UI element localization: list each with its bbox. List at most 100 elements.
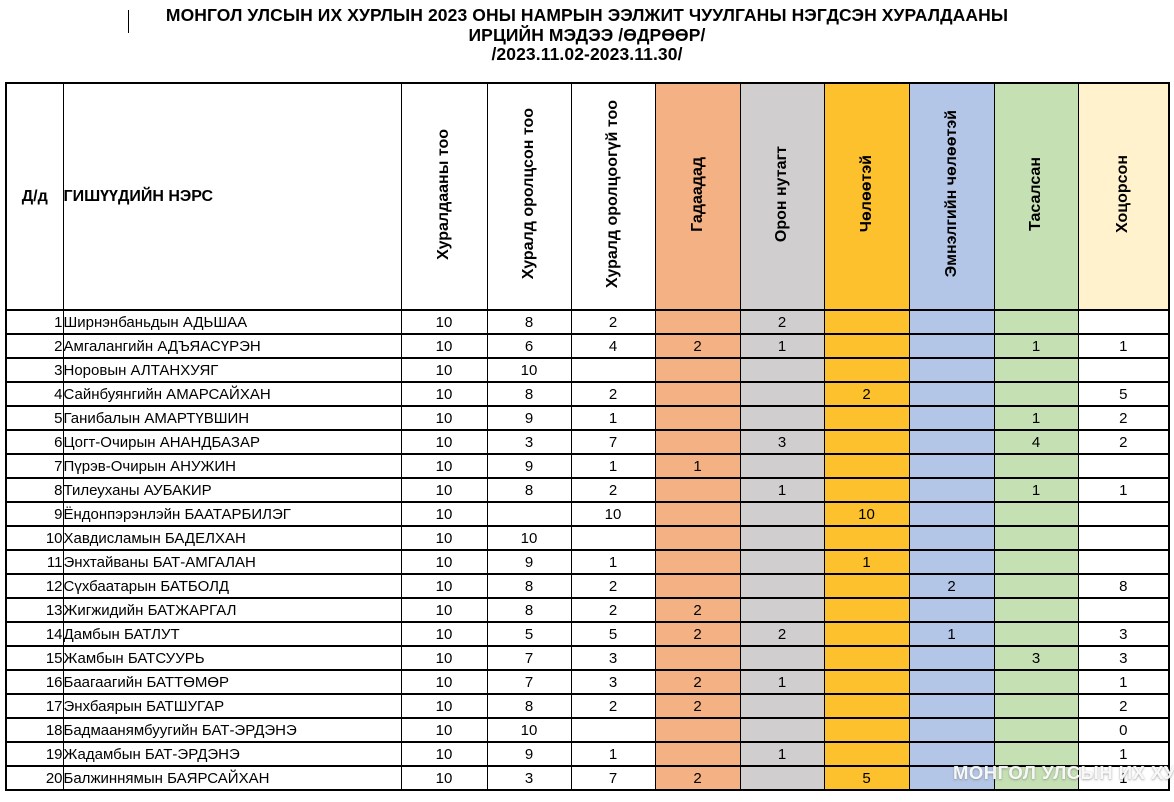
- cell-on-leave[interactable]: [823, 309, 910, 335]
- cell-member-name[interactable]: Жадамбын БАТ-ЭРДЭНЭ: [62, 741, 402, 767]
- cell-attended[interactable]: 7: [486, 669, 572, 695]
- cell-not-attended[interactable]: 3: [570, 645, 656, 671]
- cell-missed[interactable]: 3: [993, 645, 1079, 671]
- cell-total-sessions[interactable]: 10: [400, 501, 488, 527]
- cell-not-attended[interactable]: 1: [570, 549, 656, 575]
- cell-abroad[interactable]: [654, 357, 741, 383]
- cell-row-number[interactable]: 16: [5, 669, 64, 695]
- cell-late[interactable]: 2: [1077, 405, 1170, 431]
- cell-missed[interactable]: [993, 717, 1079, 743]
- cell-late[interactable]: [1077, 453, 1170, 479]
- cell-total-sessions[interactable]: 10: [400, 381, 488, 407]
- cell-row-number[interactable]: 4: [5, 381, 64, 407]
- cell-local-area[interactable]: [739, 573, 825, 599]
- cell-on-leave[interactable]: [823, 621, 910, 647]
- cell-not-attended[interactable]: 5: [570, 621, 656, 647]
- column-header-not-attended[interactable]: Хуралд оролцоогүй тоо: [570, 82, 656, 311]
- cell-not-attended[interactable]: 1: [570, 405, 656, 431]
- cell-attended[interactable]: 3: [486, 765, 572, 791]
- cell-missed[interactable]: [993, 573, 1079, 599]
- cell-not-attended[interactable]: 1: [570, 453, 656, 479]
- cell-missed[interactable]: 1: [993, 333, 1079, 359]
- cell-not-attended[interactable]: 3: [570, 669, 656, 695]
- cell-not-attended[interactable]: 4: [570, 333, 656, 359]
- cell-abroad[interactable]: [654, 309, 741, 335]
- cell-late[interactable]: 3: [1077, 621, 1170, 647]
- cell-missed[interactable]: [993, 453, 1079, 479]
- column-header-abroad[interactable]: Гадаадад: [654, 82, 741, 311]
- column-header-total-sessions[interactable]: Хуралдааны тоо: [400, 82, 488, 311]
- cell-attended[interactable]: 6: [486, 333, 572, 359]
- cell-attended[interactable]: 7: [486, 645, 572, 671]
- cell-local-area[interactable]: 2: [739, 309, 825, 335]
- cell-medical-leave[interactable]: [908, 645, 995, 671]
- cell-row-number[interactable]: 14: [5, 621, 64, 647]
- cell-total-sessions[interactable]: 10: [400, 549, 488, 575]
- cell-missed[interactable]: [993, 525, 1079, 551]
- cell-medical-leave[interactable]: 2: [908, 573, 995, 599]
- cell-member-name[interactable]: Жигжидийн БАТЖАРГАЛ: [62, 597, 402, 623]
- cell-medical-leave[interactable]: [908, 429, 995, 455]
- cell-attended[interactable]: 3: [486, 429, 572, 455]
- cell-not-attended[interactable]: 7: [570, 765, 656, 791]
- cell-abroad[interactable]: [654, 501, 741, 527]
- cell-member-name[interactable]: Энхтайваны БАТ-АМГАЛАН: [62, 549, 402, 575]
- cell-missed[interactable]: [993, 549, 1079, 575]
- cell-late[interactable]: 8: [1077, 573, 1170, 599]
- cell-attended[interactable]: [486, 501, 572, 527]
- cell-late[interactable]: 1: [1077, 477, 1170, 503]
- cell-not-attended[interactable]: 10: [570, 501, 656, 527]
- cell-late[interactable]: 5: [1077, 381, 1170, 407]
- column-header-local-area[interactable]: Орон нутагт: [739, 82, 825, 311]
- cell-total-sessions[interactable]: 10: [400, 717, 488, 743]
- cell-not-attended[interactable]: 7: [570, 429, 656, 455]
- cell-row-number[interactable]: 5: [5, 405, 64, 431]
- cell-member-name[interactable]: Цогт-Очирын АНАНДБАЗАР: [62, 429, 402, 455]
- cell-attended[interactable]: 9: [486, 741, 572, 767]
- cell-on-leave[interactable]: [823, 741, 910, 767]
- cell-medical-leave[interactable]: [908, 309, 995, 335]
- cell-abroad[interactable]: 2: [654, 333, 741, 359]
- cell-late[interactable]: 1: [1077, 765, 1170, 791]
- cell-local-area[interactable]: [739, 381, 825, 407]
- cell-total-sessions[interactable]: 10: [400, 669, 488, 695]
- cell-late[interactable]: [1077, 525, 1170, 551]
- cell-on-leave[interactable]: [823, 453, 910, 479]
- cell-medical-leave[interactable]: [908, 549, 995, 575]
- cell-medical-leave[interactable]: [908, 525, 995, 551]
- cell-row-number[interactable]: 7: [5, 453, 64, 479]
- cell-late[interactable]: [1077, 597, 1170, 623]
- cell-abroad[interactable]: [654, 429, 741, 455]
- cell-total-sessions[interactable]: 10: [400, 645, 488, 671]
- cell-on-leave[interactable]: [823, 645, 910, 671]
- cell-attended[interactable]: 9: [486, 549, 572, 575]
- cell-local-area[interactable]: [739, 717, 825, 743]
- cell-row-number[interactable]: 18: [5, 717, 64, 743]
- cell-member-name[interactable]: Сайнбуянгийн АМАРСАЙХАН: [62, 381, 402, 407]
- cell-local-area[interactable]: [739, 525, 825, 551]
- cell-missed[interactable]: [993, 501, 1079, 527]
- cell-row-number[interactable]: 11: [5, 549, 64, 575]
- cell-row-number[interactable]: 10: [5, 525, 64, 551]
- cell-on-leave[interactable]: [823, 573, 910, 599]
- cell-missed[interactable]: 1: [993, 477, 1079, 503]
- cell-total-sessions[interactable]: 10: [400, 477, 488, 503]
- cell-total-sessions[interactable]: 10: [400, 525, 488, 551]
- cell-late[interactable]: 2: [1077, 429, 1170, 455]
- cell-row-number[interactable]: 12: [5, 573, 64, 599]
- cell-row-number[interactable]: 8: [5, 477, 64, 503]
- cell-total-sessions[interactable]: 10: [400, 429, 488, 455]
- cell-missed[interactable]: [993, 357, 1079, 383]
- cell-local-area[interactable]: 3: [739, 429, 825, 455]
- cell-late[interactable]: 1: [1077, 741, 1170, 767]
- cell-attended[interactable]: 8: [486, 573, 572, 599]
- cell-total-sessions[interactable]: 10: [400, 693, 488, 719]
- cell-total-sessions[interactable]: 10: [400, 573, 488, 599]
- cell-late[interactable]: 2: [1077, 693, 1170, 719]
- cell-late[interactable]: 0: [1077, 717, 1170, 743]
- cell-on-leave[interactable]: [823, 333, 910, 359]
- cell-medical-leave[interactable]: [908, 333, 995, 359]
- cell-not-attended[interactable]: 2: [570, 573, 656, 599]
- cell-late[interactable]: 3: [1077, 645, 1170, 671]
- cell-total-sessions[interactable]: 10: [400, 405, 488, 431]
